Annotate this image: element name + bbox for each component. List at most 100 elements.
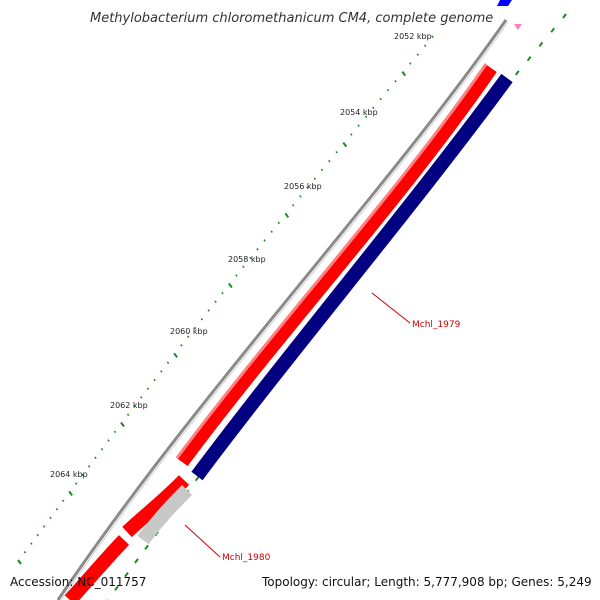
gene-label-mchl-1979[interactable]: Mchl_1979 <box>412 320 461 330</box>
minor-tick-mark <box>87 465 91 468</box>
tick-label: 2060 kbp <box>170 327 208 336</box>
tick-labels: 2052 kbp 2054 kbp 2056 kbp 2058 kbp 2060 kbp… <box>50 32 432 479</box>
minor-tick-mark <box>270 230 273 233</box>
minor-tick-mark <box>291 203 295 207</box>
minor-tick-mark <box>153 378 156 382</box>
minor-tick-mark <box>23 550 27 554</box>
minor-tick-mark <box>94 456 97 460</box>
minor-tick-mark <box>235 274 238 277</box>
minor-tick-mark <box>55 508 59 511</box>
backbone-ring <box>56 19 508 600</box>
minor-tick-mark <box>350 133 353 136</box>
major-tick-mark <box>68 490 73 496</box>
outer-tick-mark <box>550 27 556 33</box>
tick-label: 2058 kbp <box>228 255 266 264</box>
gene-mchl-1979-forward-highlight <box>175 63 488 459</box>
minor-tick-mark <box>431 35 434 39</box>
minor-tick-mark <box>416 53 419 56</box>
minor-tick-mark <box>277 221 280 225</box>
minor-tick-mark <box>242 265 245 269</box>
minor-tick-mark <box>249 256 252 260</box>
tick-label: 2062 kbp <box>110 401 148 410</box>
gene-top-pink-fragment[interactable] <box>514 24 522 30</box>
minor-tick-mark <box>107 439 110 442</box>
minor-tick-mark <box>372 106 375 110</box>
minor-tick-mark <box>100 447 104 451</box>
major-tick-mark <box>284 212 290 218</box>
gene-label-mchl-1980[interactable]: Mchl_1980 <box>222 553 271 563</box>
minor-tick-mark <box>313 177 316 181</box>
genome-title: Methylobacterium chloromethanicum CM4, c… <box>90 11 493 26</box>
minor-tick-mark <box>49 516 52 520</box>
genome-summary-text: Topology: circular; Length: 5,777,908 bp… <box>261 575 592 589</box>
top-right-blank <box>514 6 554 20</box>
minor-tick-mark <box>160 370 163 373</box>
minor-tick-mark <box>335 150 338 154</box>
outer-tick-mark <box>144 544 149 550</box>
minor-tick-mark <box>306 186 309 189</box>
minor-tick-mark <box>42 525 46 528</box>
minor-tick-mark <box>193 326 197 330</box>
outer-tick-mark <box>526 56 532 62</box>
gene-pseudo-arc[interactable] <box>137 485 192 545</box>
tick-label: 2056 kbp <box>284 182 322 191</box>
outer-tick-mark <box>124 571 129 578</box>
minor-tick-mark <box>74 482 78 485</box>
minor-tick-mark <box>200 318 204 321</box>
gene-top-blue-fragment[interactable] <box>497 0 512 6</box>
minor-tick-mark <box>364 115 368 119</box>
accession-text: Accession: NC_011757 <box>10 575 146 589</box>
minor-tick-mark <box>379 97 382 101</box>
outer-tick-mark <box>114 585 119 591</box>
gene-reverse-arc[interactable] <box>191 73 513 481</box>
minor-tick-mark <box>81 473 84 477</box>
major-tick-mark <box>401 70 407 77</box>
minor-tick-mark <box>256 248 259 251</box>
tick-label: 2052 kbp <box>394 32 432 41</box>
gene-mchl-1979-forward-arc[interactable] <box>176 64 497 467</box>
minor-tick-mark <box>140 396 143 399</box>
outer-tick-mark <box>538 41 544 48</box>
gene-mchl-1980-forward-arc[interactable] <box>122 475 190 538</box>
minor-tick-mark <box>221 291 224 295</box>
major-tick-mark <box>173 352 178 358</box>
minor-tick-mark <box>214 300 217 304</box>
minor-tick-mark <box>394 79 397 83</box>
major-tick-mark <box>342 142 348 148</box>
minor-tick-mark <box>263 239 266 242</box>
major-tick-mark <box>228 282 233 289</box>
minor-tick-mark <box>299 195 302 198</box>
gene-leader-mchl-1980 <box>184 524 221 558</box>
minor-tick-mark <box>30 542 33 545</box>
outer-tick-mark <box>134 558 139 564</box>
outer-tick-mark <box>194 476 200 482</box>
minor-tick-mark <box>133 404 136 408</box>
tick-label: 2064 kbp <box>50 470 88 479</box>
outer-tick-mark <box>562 13 567 19</box>
outer-tick-mark <box>514 70 520 76</box>
minor-tick-mark <box>424 44 427 47</box>
minor-tick-mark <box>126 413 130 416</box>
minor-tick-mark <box>386 88 390 92</box>
minor-tick-mark <box>207 309 210 312</box>
tick-label: 2054 kbp <box>340 108 378 117</box>
gene-arrow-forward[interactable] <box>172 462 193 480</box>
minor-tick-mark <box>62 499 65 502</box>
minor-tick-mark <box>113 430 117 434</box>
major-tick-mark <box>120 421 125 428</box>
minor-tick-mark <box>36 533 39 537</box>
gene-leader-mchl-1979 <box>371 292 411 324</box>
minor-tick-mark <box>146 387 150 390</box>
minor-tick-mark <box>187 335 190 338</box>
minor-tick-mark <box>328 159 331 163</box>
minor-tick-mark <box>166 361 170 364</box>
minor-tick-mark <box>409 62 412 65</box>
minor-tick-mark <box>180 344 183 347</box>
backbone-ring-highlight <box>60 21 509 600</box>
major-tick-mark <box>17 559 22 565</box>
minor-tick-mark <box>320 168 324 172</box>
minor-tick-mark <box>357 124 360 127</box>
gene-forward-tail-arc[interactable] <box>64 535 130 600</box>
